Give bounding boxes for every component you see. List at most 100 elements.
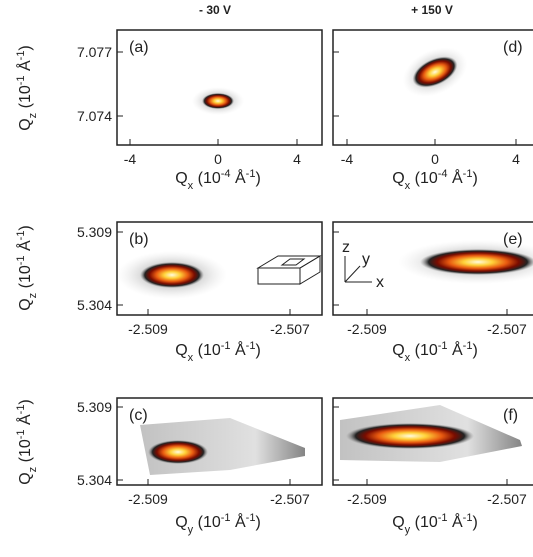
label-part: ) xyxy=(472,342,477,359)
label-part: Å xyxy=(448,512,463,531)
x-tick-label: -2.507 xyxy=(487,491,527,507)
label-part: -1 xyxy=(15,429,27,439)
label-part: Q xyxy=(392,514,404,531)
label-part: (10 xyxy=(410,170,438,187)
label-part: Q xyxy=(392,342,404,359)
label-part: ) xyxy=(255,342,260,359)
axis-label: Qx (10-1 Å-1) xyxy=(392,340,478,364)
x-tick-label: -4 xyxy=(124,151,137,167)
peak xyxy=(420,249,533,275)
label-part: Q xyxy=(175,170,187,187)
x-tick-label: 0 xyxy=(214,151,222,167)
panel-frame xyxy=(116,221,323,316)
label-part: Å xyxy=(231,340,246,359)
label-part: (10 xyxy=(193,514,221,531)
x-tick-label: -2.509 xyxy=(128,491,168,507)
label-part: -1 xyxy=(438,512,448,524)
sample-side xyxy=(299,255,321,285)
label-part: x xyxy=(405,180,411,192)
panel-frame xyxy=(116,29,323,146)
peak xyxy=(412,56,458,88)
axis-label: Qz (10-1 Å-1) xyxy=(15,399,39,485)
y-tick-label: 5.304 xyxy=(77,472,112,488)
panel-label: (b) xyxy=(129,231,149,248)
label-part: -1 xyxy=(463,340,473,352)
axis-label: Qz (10-1 Å-1) xyxy=(15,225,39,311)
panel-label: (f) xyxy=(503,407,518,424)
label-part: ) xyxy=(17,45,34,50)
label-part: y xyxy=(405,524,411,536)
x-tick-label: 4 xyxy=(293,151,301,167)
label-part: -4 xyxy=(438,168,448,180)
label-part: -1 xyxy=(246,340,256,352)
label-part: ) xyxy=(472,170,477,187)
label-part: -1 xyxy=(15,75,27,85)
panel-label: (e) xyxy=(503,231,523,248)
panel-frame xyxy=(332,29,533,146)
peak xyxy=(346,423,474,449)
electrode xyxy=(280,258,306,266)
label-part: x xyxy=(188,352,194,364)
label-part: Å xyxy=(448,168,463,187)
y-tick-label: 7.074 xyxy=(77,108,112,124)
label-part: -1 xyxy=(246,512,256,524)
label-part: (10 xyxy=(410,514,438,531)
x-tick-label: -2.507 xyxy=(270,491,310,507)
label-part: Q xyxy=(17,472,34,484)
label-part: z xyxy=(27,293,39,299)
axis-label: Qy (10-1 Å-1) xyxy=(175,512,261,536)
panel-frame xyxy=(332,397,533,486)
y-tick-label: 5.309 xyxy=(77,399,112,415)
label-part: Å xyxy=(15,240,34,255)
label-part: ) xyxy=(17,225,34,230)
axis-label: Qx (10-1 Å-1) xyxy=(175,340,261,364)
label-part: (10 xyxy=(17,85,34,113)
axis-y: y xyxy=(362,251,370,268)
x-tick-label: -2.509 xyxy=(128,321,168,337)
peak xyxy=(148,440,208,464)
label-part: -4 xyxy=(221,168,231,180)
label-part: Q xyxy=(175,514,187,531)
label-part: Q xyxy=(17,298,34,310)
x-tick-label: 0 xyxy=(431,151,439,167)
label-part: -1 xyxy=(221,340,231,352)
column-header: - 30 V xyxy=(199,3,231,17)
axis-x: x xyxy=(376,274,384,291)
x-tick-label: -2.509 xyxy=(347,491,387,507)
label-part: ) xyxy=(255,170,260,187)
label-part: -1 xyxy=(15,51,27,61)
intensity-maps xyxy=(117,47,533,475)
label-part: z xyxy=(27,467,39,473)
label-part: z xyxy=(27,113,39,119)
label-part: Å xyxy=(231,512,246,531)
label-part: (10 xyxy=(410,342,438,359)
label-part: x xyxy=(405,352,411,364)
label-part: Q xyxy=(175,342,187,359)
axis-label: Qx (10-4 Å-1) xyxy=(175,168,261,192)
inset xyxy=(256,255,372,285)
label-part: Å xyxy=(231,168,246,187)
panel-frame xyxy=(332,221,533,316)
peak xyxy=(140,262,204,288)
panel-label: (c) xyxy=(129,407,148,424)
label-part: (10 xyxy=(193,342,221,359)
y-tick-label: 7.077 xyxy=(77,44,112,60)
label-part: -1 xyxy=(15,405,27,415)
axis-label: Qz (10-1 Å-1) xyxy=(15,45,39,131)
sample-front xyxy=(257,267,301,285)
axis-label: Qy (10-1 Å-1) xyxy=(392,512,478,536)
x-tick-label: -4 xyxy=(341,151,354,167)
panel-frame xyxy=(116,397,323,486)
label-part: x xyxy=(188,180,194,192)
panel-label: (a) xyxy=(129,39,149,56)
label-part: -1 xyxy=(246,168,256,180)
label-part: ) xyxy=(472,514,477,531)
x-tick-label: -2.507 xyxy=(487,321,527,337)
column-header: + 150 V xyxy=(411,3,453,17)
y-tick-label: 5.304 xyxy=(77,297,112,313)
label-part: -1 xyxy=(15,231,27,241)
label-part: (10 xyxy=(17,439,34,467)
peak xyxy=(202,93,234,109)
label-part: Q xyxy=(17,118,34,130)
